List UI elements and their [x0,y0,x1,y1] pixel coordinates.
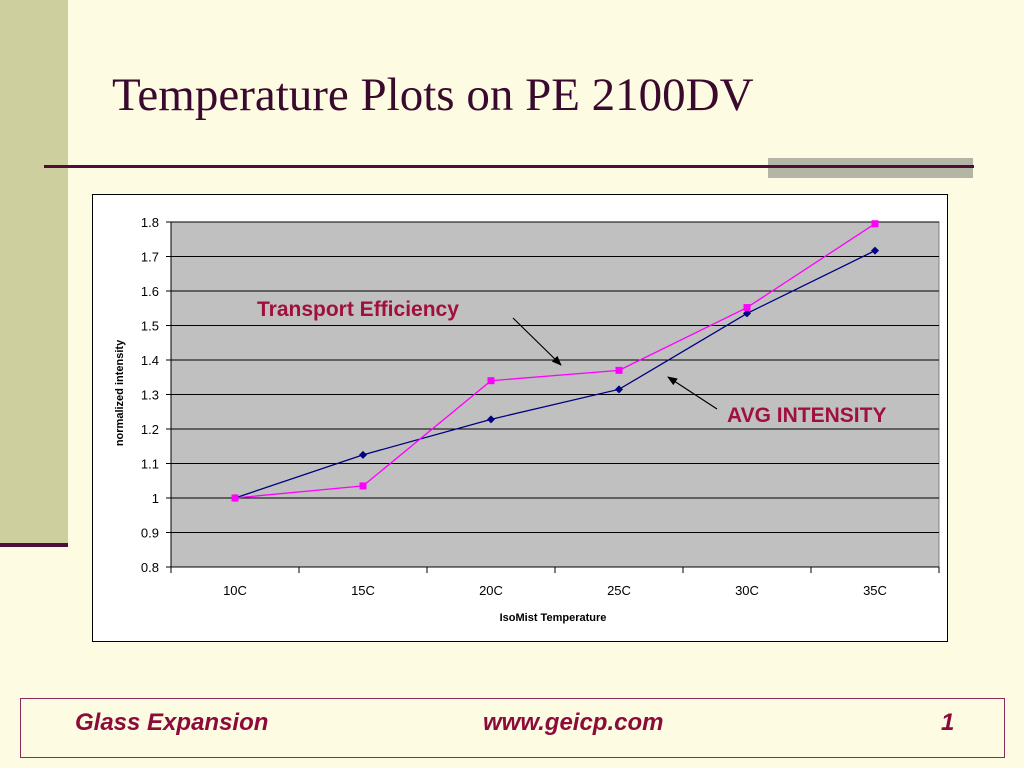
data-point-avg-intensity [743,309,751,318]
y-tick-label: 1.4 [141,353,159,368]
data-point-transport-efficiency [359,482,367,490]
x-axis: 10C 15C 20C 25C 30C 35C [170,566,940,598]
annotation-arrow-transport-efficiency [512,317,562,366]
y-axis: 0.8 0.9 1 1.1 1.2 1.3 1.4 1.5 1.6 1.7 1.8 [141,215,172,575]
data-point-transport-efficiency [615,366,623,374]
footer: Glass Expansion www.geicp.com 1 [20,698,1005,758]
data-point-avg-intensity [615,385,623,394]
annotation-arrow-avg-intensity [667,376,718,410]
y-tick-label: 1 [152,491,159,506]
x-tick-label: 30C [735,583,759,598]
y-tick-label: 1.6 [141,284,159,299]
x-tick-label: 35C [863,583,887,598]
data-point-transport-efficiency [231,494,239,502]
x-tick-label: 10C [223,583,247,598]
y-tick-label: 1.8 [141,215,159,230]
x-tick-label: 15C [351,583,375,598]
data-point-transport-efficiency [871,220,879,228]
slide-title: Temperature Plots on PE 2100DV [112,69,754,121]
series-line-avg-intensity [234,250,876,499]
y-tick-label: 0.8 [141,560,159,575]
chart-frame: 0.8 0.9 1 1.1 1.2 1.3 1.4 1.5 1.6 1.7 1.8 10C 15C 20… [92,194,948,642]
data-point-transport-efficiency [743,304,751,312]
y-tick-label: 1.5 [141,319,159,334]
page-number: 1 [941,709,955,736]
left-accent-bar [0,0,68,546]
data-point-transport-efficiency [487,377,495,385]
data-point-avg-intensity [359,450,367,459]
y-tick-label: 1.2 [141,422,159,437]
annotation-transport-efficiency: Transport Efficiency [257,298,459,321]
y-tick-label: 0.9 [141,526,159,541]
y-tick-label: 1.3 [141,388,159,403]
title-divider-block [768,158,973,178]
data-point-avg-intensity [871,246,879,255]
series-group [231,220,879,502]
y-tick-label: 1.1 [141,457,159,472]
x-axis-title: IsoMist Temperature [500,612,607,624]
line-chart: 0.8 0.9 1 1.1 1.2 1.3 1.4 1.5 1.6 1.7 1.8 10C 15C 20… [114,215,940,624]
title-divider [44,165,974,168]
x-tick-label: 25C [607,583,631,598]
series-line-transport-efficiency [234,223,876,499]
y-axis-title: normalized intensity [114,339,126,446]
x-tick-label: 20C [479,583,503,598]
left-accent-underline [0,543,68,547]
y-tick-label: 1.7 [141,250,159,265]
data-point-avg-intensity [487,415,495,424]
annotation-avg-intensity: AVG INTENSITY [727,404,886,427]
footer-url[interactable]: www.geicp.com [483,709,664,736]
footer-company: Glass Expansion [75,709,269,736]
